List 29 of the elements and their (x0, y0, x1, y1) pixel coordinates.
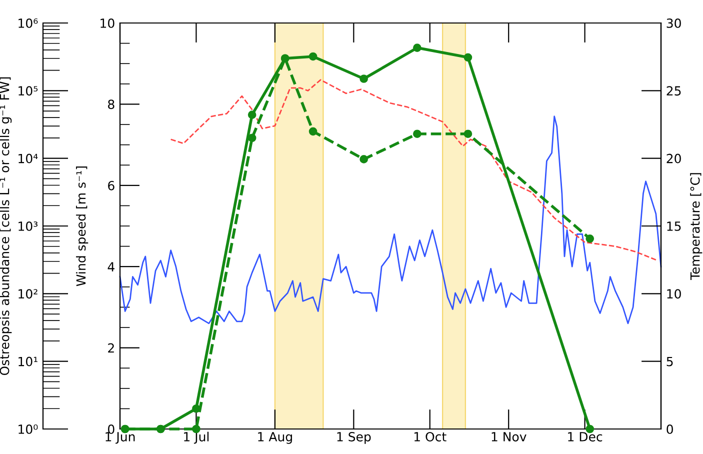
y-tick-label: 10 (100, 18, 114, 28)
x-tick-label: 1 Jul (184, 432, 209, 444)
y3-tick-label: 10⁰ (18, 424, 38, 434)
y3-tick-label: 10² (18, 289, 38, 299)
y2-tick-label: 10 (667, 289, 681, 299)
y2-tick-label: 15 (667, 222, 681, 231)
y2-tick-label: 5 (666, 356, 673, 366)
y3-tick-label: 10⁵ (18, 86, 38, 96)
y-tick-label: 2 (108, 343, 114, 353)
y-tick-label: 8 (108, 100, 114, 110)
y2-tick-label: 25 (666, 86, 681, 96)
y3-tick-label: 10³ (18, 221, 38, 231)
x-tick-label: 1 Dec (568, 432, 602, 442)
y-tick-label: 6 (108, 180, 114, 190)
y2-axis-title: Temperature [°C] (690, 173, 702, 280)
y3-tick-label: 10⁶ (18, 18, 38, 28)
y-tick-label: 4 (108, 262, 114, 272)
x-tick-label: 1 Sep (337, 432, 371, 444)
y3-tick-label: 10⁴ (18, 154, 38, 164)
y3-tick-label: 10¹ (18, 356, 38, 366)
y2-tick-label: 0 (666, 424, 673, 434)
y3-axis-title: Ostreopsis abundance [cells L⁻¹ or cells g⁻¹ FW] (0, 77, 12, 376)
x-tick-label: 1 Oct (414, 432, 446, 442)
x-tick-label: 1 Nov (492, 432, 526, 442)
y2-tick-label: 30 (666, 18, 681, 28)
y2-tick-label: 20 (666, 154, 681, 164)
x-tick-label: 1 Aug (258, 432, 292, 444)
y-axis-title: Wind speed [m s⁻¹] (76, 166, 88, 286)
y-tick-label: 0 (108, 424, 114, 434)
